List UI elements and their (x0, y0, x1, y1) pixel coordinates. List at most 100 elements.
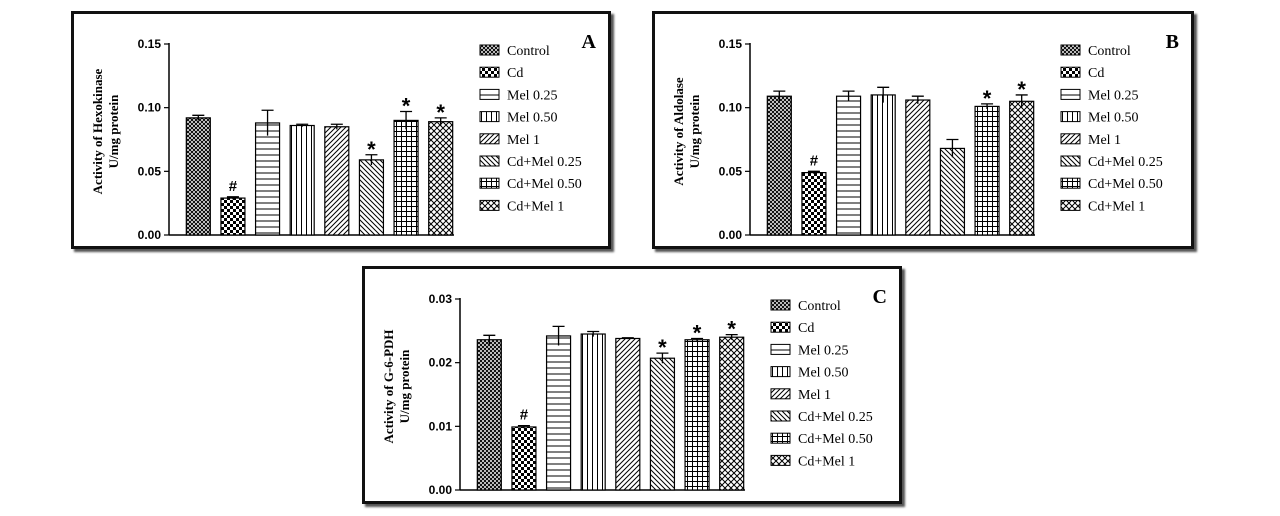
significance-asterisk: * (402, 93, 411, 118)
legend-label: Mel 0.50 (1088, 111, 1139, 126)
legend-label: Mel 1 (798, 388, 831, 403)
legend-label: Cd+Mel 1 (507, 199, 564, 214)
bar-control (185, 117, 211, 236)
bar-cd-mel-1 (719, 336, 745, 491)
legend-label: Cd (507, 66, 523, 81)
bar-mel-0-25 (545, 335, 572, 491)
plot-area: 0.00 0.01 0.02 0.03 Activity of G-6-PDHU/mg … (381, 292, 745, 497)
bar-cd (511, 426, 537, 491)
bar-mel-1 (324, 126, 350, 236)
legend: Control Cd Mel 0.25 Mel 0.50 Mel 1 Cd+Mel 0.2… (770, 299, 873, 469)
significance-asterisk: * (727, 317, 736, 342)
legend-swatch (770, 366, 791, 378)
panel-b: 0.00 0.05 0.10 0.15 Activity of AldolaseU/mg… (652, 11, 1194, 249)
legend-label: Cd+Mel 0.25 (1088, 155, 1163, 170)
bar-mel-0-25 (835, 95, 862, 236)
bar-cd-mel-0-25 (649, 357, 676, 491)
legend-label: Mel 0.50 (798, 366, 849, 381)
legend-label: Cd+Mel 0.50 (798, 432, 873, 447)
legend-swatch (770, 321, 791, 333)
y-axis-label: Activity of HexokinaseU/mg protein (90, 68, 121, 194)
legend-label: Mel 1 (507, 133, 540, 148)
error-bar (296, 123, 309, 127)
legend-swatch (479, 66, 500, 78)
y-tick-label: 0.10 (719, 101, 743, 115)
y-tick-label: 0.03 (429, 292, 453, 306)
panel-letter: C (873, 286, 887, 308)
legend-label: Cd+Mel 1 (1088, 199, 1145, 214)
legend-swatch (1060, 44, 1081, 56)
legend-swatch (1060, 111, 1081, 123)
legend-swatch (479, 88, 500, 100)
y-tick-label: 0.15 (138, 37, 162, 51)
legend-swatch (479, 177, 500, 189)
y-tick-label: 0.05 (138, 164, 162, 178)
error-bar (261, 109, 274, 136)
legend: Control Cd Mel 0.25 Mel 0.50 Mel 1 Cd+Mel 0.2… (479, 44, 582, 214)
y-tick-label: 0.15 (719, 37, 743, 51)
legend-label: Mel 0.50 (507, 111, 558, 126)
y-tick-label: 0.05 (719, 164, 743, 178)
bar-cd-mel-0-50 (393, 119, 419, 236)
error-bar (621, 337, 634, 340)
panel-a: 0.00 0.05 0.10 0.15 Activity of HexokinaseU/… (71, 11, 611, 249)
bar-mel-0-50 (870, 94, 896, 236)
error-bar (981, 103, 994, 109)
legend-swatch (479, 155, 500, 167)
bar-cd (801, 172, 827, 236)
legend-swatch (1060, 66, 1081, 78)
legend-swatch (770, 454, 791, 466)
y-tick-label: 0.00 (719, 228, 743, 242)
significance-asterisk: * (1017, 77, 1026, 102)
bar-cd-mel-1 (1009, 100, 1035, 236)
bar-cd-mel-0-25 (939, 147, 966, 236)
bar-cd-mel-0-50 (684, 339, 710, 491)
legend-label: Control (1088, 44, 1131, 59)
error-bar (552, 325, 565, 346)
legend-label: Cd+Mel 0.25 (507, 155, 582, 170)
legend-label: Cd (1088, 66, 1104, 81)
error-bar (656, 352, 669, 364)
error-bar (400, 110, 413, 130)
error-bar (1015, 94, 1028, 108)
bar-control (766, 95, 792, 236)
significance-asterisk: * (983, 86, 992, 111)
y-tick-label: 0.00 (138, 228, 162, 242)
legend: Control Cd Mel 0.25 Mel 0.50 Mel 1 Cd+Mel 0.2… (1060, 44, 1163, 214)
legend-swatch (770, 410, 791, 422)
error-bar (434, 117, 447, 126)
legend-swatch (479, 199, 500, 211)
legend-swatch (479, 44, 500, 56)
legend-label: Cd+Mel 0.50 (507, 177, 582, 192)
legend-swatch (1060, 155, 1081, 167)
significance-hash: # (229, 178, 238, 195)
significance-asterisk: * (367, 137, 376, 162)
error-bar (877, 86, 890, 103)
chart-c: 0.00 0.01 0.02 0.03 Activity of G-6-PDHU/mg … (381, 286, 887, 497)
bar-cd-mel-1 (428, 121, 454, 236)
error-bar (517, 425, 530, 429)
legend-swatch (1060, 177, 1081, 189)
chart-a: 0.00 0.05 0.10 0.15 Activity of HexokinaseU/… (90, 31, 597, 242)
panel-c: 0.00 0.01 0.02 0.03 Activity of G-6-PDHU/mg … (362, 266, 902, 504)
plot-area: 0.00 0.05 0.10 0.15 Activity of HexokinaseU/… (90, 37, 454, 242)
significance-hash: # (810, 152, 819, 169)
legend-swatch (1060, 199, 1081, 211)
bar-mel-1 (615, 337, 641, 491)
legend-label: Mel 0.25 (798, 343, 849, 358)
error-bar (587, 330, 600, 337)
legend-swatch (1060, 88, 1081, 100)
significance-asterisk: * (436, 100, 445, 125)
error-bar (330, 123, 343, 130)
bar-control (476, 339, 502, 491)
legend-label: Control (507, 44, 550, 59)
legend-swatch (1060, 133, 1081, 145)
y-tick-label: 0.02 (429, 356, 453, 370)
bar-cd-mel-0-50 (974, 105, 1000, 236)
error-bar (773, 90, 786, 102)
error-bar (226, 196, 239, 200)
error-bar (691, 337, 704, 342)
panel-letter: B (1166, 31, 1179, 53)
y-tick-label: 0.10 (138, 101, 162, 115)
significance-asterisk: * (658, 335, 667, 360)
